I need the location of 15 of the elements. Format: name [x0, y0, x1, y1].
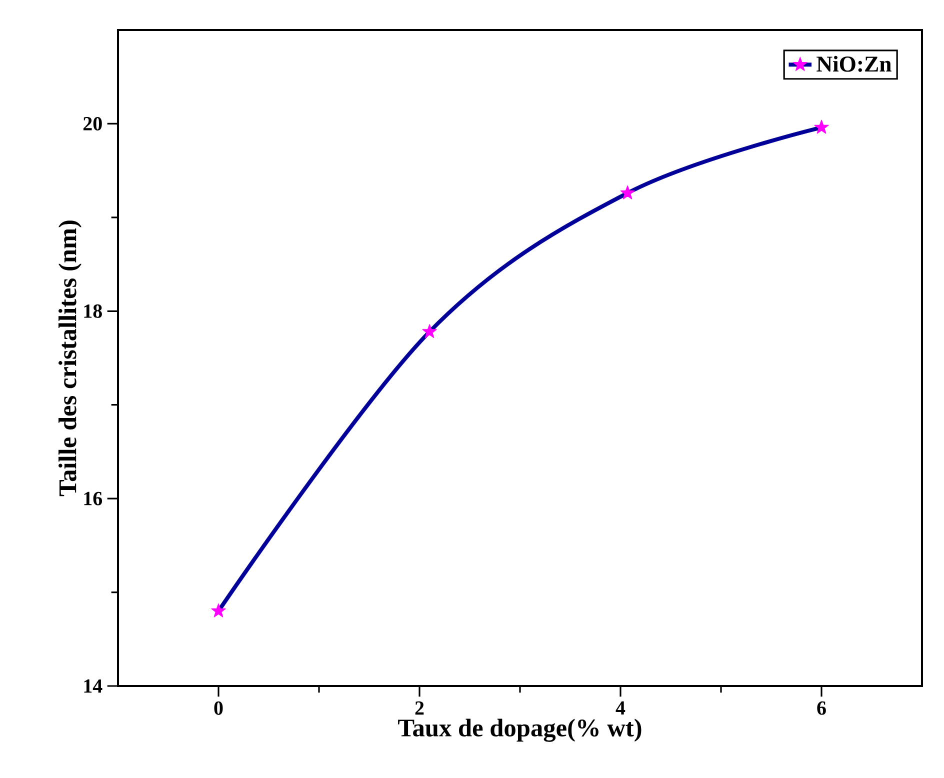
y-axis-title: Taille des cristallites (nm) [58, 220, 82, 496]
x-tick-label: 6 [817, 701, 826, 715]
legend-label: NiO:Zn [816, 56, 892, 72]
x-tick-label: 2 [415, 701, 424, 715]
point [211, 603, 226, 618]
point [620, 185, 635, 200]
x-tick-label: 4 [616, 701, 626, 715]
y-tick-label: 18 [84, 304, 102, 318]
x-tick-label: 0 [214, 701, 223, 715]
y-tick-label: 16 [84, 492, 102, 506]
y-tick-label: 20 [83, 116, 102, 130]
y-tick-label: 14 [84, 679, 102, 693]
point [814, 120, 829, 134]
point [422, 324, 437, 338]
x-axis-title: Taux de dopage(% wt) [398, 718, 642, 742]
